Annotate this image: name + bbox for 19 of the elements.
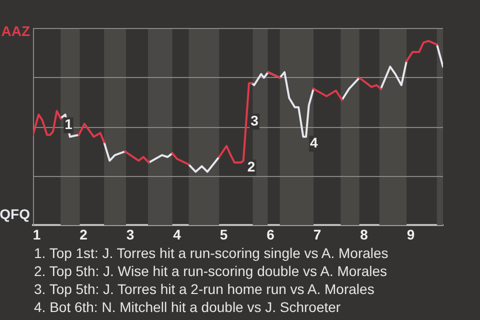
- annotation: 2: [247, 158, 256, 175]
- x-tick-label: 2: [80, 226, 88, 242]
- text: 3. Top 5th: J. Torres hit a 2-run home run vs A. Morales: [34, 280, 376, 298]
- text: AAZ: [1, 22, 30, 39]
- x-tick-label: 3: [126, 226, 134, 242]
- text: 4. Bot 6th: N. Mitchell hit a double vs J. Schroeter: [34, 298, 342, 316]
- x-tick-label: 5: [220, 226, 228, 242]
- x-tick-label: 1: [32, 226, 41, 242]
- text: 1. Top 1st: J. Torres hit a run-scoring single vs A. Morales: [34, 244, 388, 262]
- text: 2. Top 5th: J. Wise hit a run-scoring double vs A. Morales: [34, 262, 388, 280]
- x-tick-label: 9: [406, 226, 415, 242]
- text: QFQ: [0, 206, 30, 222]
- annotation: 4: [310, 134, 318, 151]
- x-tick-label: 6: [266, 226, 275, 242]
- annotation: 3: [250, 112, 259, 128]
- x-tick-label: 7: [313, 226, 322, 242]
- annotation: 1: [64, 116, 73, 132]
- x-tick-label: 8: [360, 226, 368, 242]
- x-tick-label: 4: [173, 226, 182, 242]
